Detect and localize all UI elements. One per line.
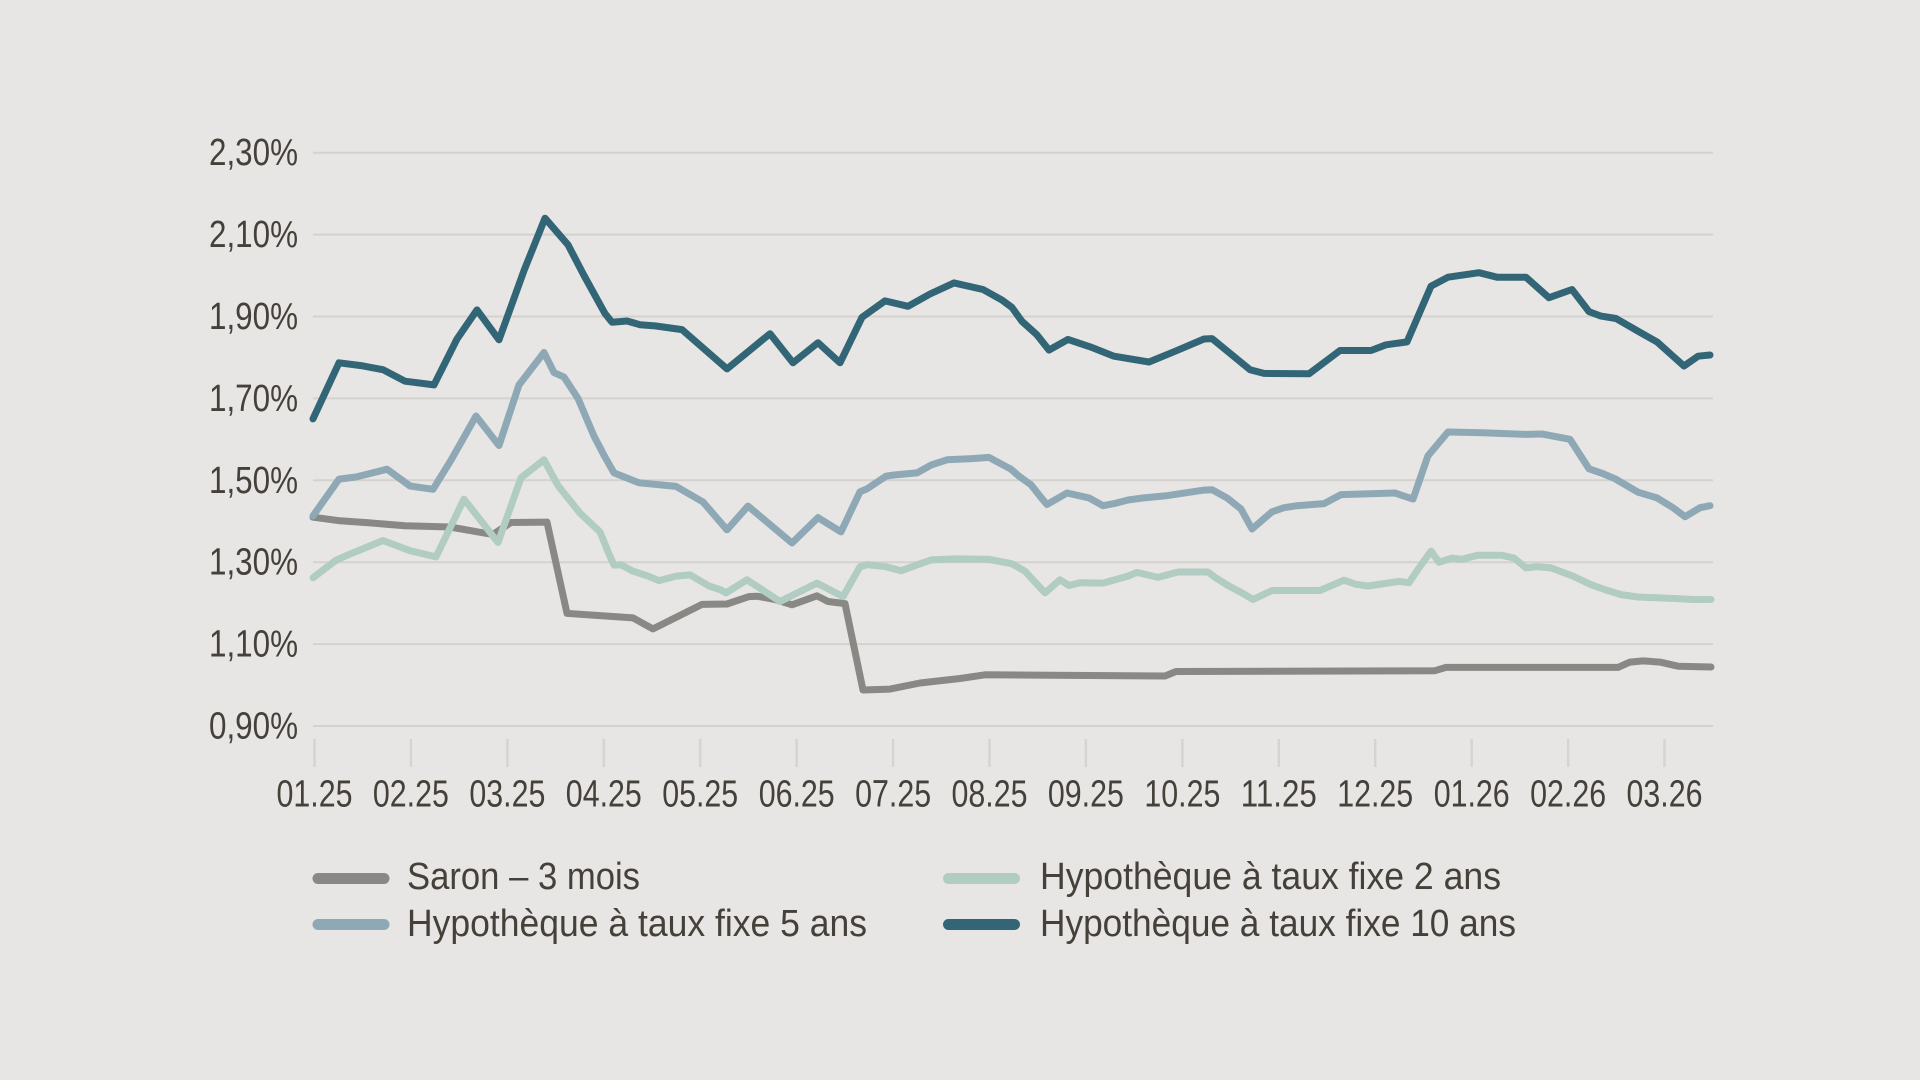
svg-text:1,30%: 1,30% <box>209 542 298 584</box>
svg-text:06.25: 06.25 <box>759 774 835 816</box>
svg-text:09.25: 09.25 <box>1048 774 1124 816</box>
svg-text:Hypothèque à taux fixe 5 ans: Hypothèque à taux fixe 5 ans <box>407 903 867 945</box>
svg-text:01.25: 01.25 <box>277 774 353 816</box>
svg-text:2,10%: 2,10% <box>209 214 298 256</box>
svg-text:10.25: 10.25 <box>1144 774 1220 816</box>
svg-text:11.25: 11.25 <box>1241 774 1317 816</box>
svg-text:03.26: 03.26 <box>1627 774 1703 816</box>
svg-text:12.25: 12.25 <box>1337 774 1413 816</box>
svg-text:1,70%: 1,70% <box>209 378 298 420</box>
svg-text:1,90%: 1,90% <box>209 296 298 338</box>
svg-text:02.25: 02.25 <box>373 774 449 816</box>
svg-text:Hypothèque à taux fixe 10 ans: Hypothèque à taux fixe 10 ans <box>1040 903 1516 945</box>
svg-text:04.25: 04.25 <box>566 774 642 816</box>
svg-text:08.25: 08.25 <box>952 774 1028 816</box>
svg-text:Hypothèque à taux fixe 2 ans: Hypothèque à taux fixe 2 ans <box>1040 856 1501 898</box>
svg-text:2,30%: 2,30% <box>209 132 298 174</box>
svg-text:05.25: 05.25 <box>662 774 738 816</box>
svg-text:02.26: 02.26 <box>1530 774 1606 816</box>
svg-text:1,50%: 1,50% <box>209 460 298 502</box>
svg-text:07.25: 07.25 <box>855 774 931 816</box>
svg-text:0,90%: 0,90% <box>209 706 298 748</box>
svg-text:03.25: 03.25 <box>469 774 545 816</box>
svg-text:Saron – 3 mois: Saron – 3 mois <box>407 856 640 898</box>
svg-text:1,10%: 1,10% <box>209 624 298 666</box>
svg-text:01.26: 01.26 <box>1434 774 1510 816</box>
